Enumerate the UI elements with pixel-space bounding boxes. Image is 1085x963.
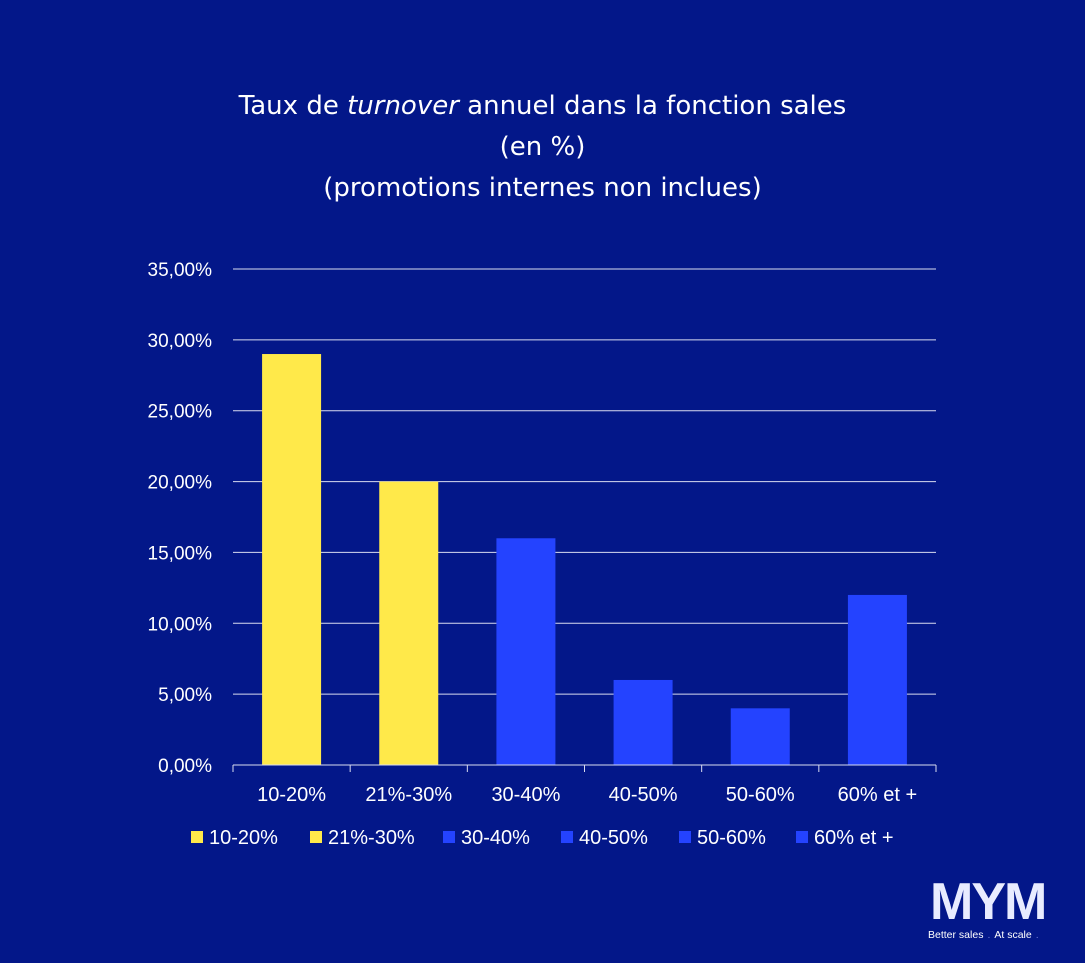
bar [847, 594, 907, 765]
x-tick-label: 40-50% [609, 784, 678, 806]
x-tick-label: 21%-30% [365, 784, 452, 806]
legend-label: 30-40% [461, 827, 530, 849]
legend-swatch [796, 831, 808, 843]
y-tick-label: 10,00% [148, 614, 213, 635]
gridlines [233, 268, 936, 695]
x-axis [232, 764, 937, 772]
x-tick-label: 30-40% [491, 784, 560, 806]
legend-item: 21%-30% [310, 827, 415, 849]
y-tick-label: 5,00% [158, 685, 212, 706]
legend-swatch [679, 831, 691, 843]
legend: 10-20% 21%-30% 30-40% 40-50% 50-60% 60% et + [191, 827, 894, 849]
y-axis-ticks: 0,00% 5,00% 10,00% 15,00% 20,00% 25,00% 30,00%… [148, 260, 213, 777]
y-tick-label: 20,00% [148, 473, 213, 494]
x-tick-label: 50-60% [726, 784, 795, 806]
mym-logo: MYM Better sales. At scale. [928, 876, 1056, 942]
y-tick-label: 30,00% [148, 331, 213, 352]
legend-label: 21%-30% [328, 827, 415, 849]
legend-item: 10-20% [191, 827, 278, 849]
chart-title: Taux de turnover annuel dans la fonction… [0, 86, 1085, 209]
legend-item: 50-60% [679, 827, 766, 849]
legend-label: 50-60% [697, 827, 766, 849]
y-tick-label: 25,00% [148, 402, 213, 423]
legend-swatch [191, 831, 203, 843]
legend-label: 60% et + [814, 827, 894, 849]
title-line-2: (en %) [499, 132, 586, 162]
legend-label: 40-50% [579, 827, 648, 849]
bar [613, 679, 673, 765]
legend-label: 10-20% [209, 827, 278, 849]
bar [379, 481, 439, 765]
bar [730, 708, 790, 765]
y-tick-label: 35,00% [148, 260, 213, 281]
x-tick-label: 10-20% [257, 784, 326, 806]
x-tick-label: 60% et + [838, 784, 918, 806]
legend-swatch [443, 831, 455, 843]
legend-swatch [561, 831, 573, 843]
x-axis-labels: 10-20% 21%-30% 30-40% 40-50% 50-60% 60% et + [257, 784, 917, 806]
y-tick-label: 15,00% [148, 543, 213, 564]
logo-tagline: Better sales. At scale. [928, 929, 1039, 941]
legend-swatch [310, 831, 322, 843]
legend-item: 30-40% [443, 827, 530, 849]
legend-item: 40-50% [561, 827, 648, 849]
logo-mark: MYM [930, 873, 1047, 931]
bars [262, 354, 907, 765]
bar [496, 538, 556, 765]
legend-item: 60% et + [796, 827, 894, 849]
title-line-1: Taux de turnover annuel dans la fonction… [238, 91, 847, 121]
y-tick-label: 0,00% [158, 756, 212, 777]
title-line-3: (promotions internes non inclues) [323, 173, 762, 203]
bar [262, 354, 322, 765]
